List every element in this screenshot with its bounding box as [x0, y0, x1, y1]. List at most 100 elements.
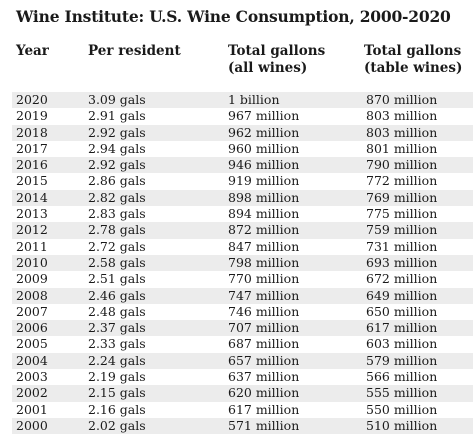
- cell-total-all-wines: 1 billion: [228, 92, 280, 107]
- table-row: 2017 2.94 gals 960 million 801 million: [12, 141, 473, 157]
- cell-year: 2002: [16, 385, 48, 401]
- cell-total-all-wines: 894 million: [228, 206, 300, 222]
- cell-year: 2012: [16, 222, 48, 238]
- cell-total-table-wines: 649 million: [366, 287, 438, 303]
- cell-per-resident: 2.33 gals: [88, 336, 146, 352]
- cell-total-table-wines: 790 million: [366, 157, 438, 173]
- cell-per-resident: 2.78 gals: [88, 222, 146, 238]
- cell-total-all-wines: 960 million: [228, 140, 300, 156]
- consumption-table: 2020 3.09 gals 1 billion 870 million 2019 2.9…: [12, 92, 473, 435]
- cell-total-table-wines: 672 million: [366, 271, 438, 287]
- table-row: 2013 2.83 gals 894 million 775 million: [12, 206, 473, 222]
- cell-per-resident: 2.37 gals: [88, 320, 146, 336]
- cell-total-table-wines: 759 million: [366, 222, 438, 238]
- cell-year: 2016: [16, 157, 48, 173]
- cell-total-all-wines: 747 million: [228, 287, 300, 303]
- cell-total-table-wines: 772 million: [366, 173, 438, 189]
- cell-year: 2003: [16, 369, 48, 385]
- table-row: 2012 2.78 gals 872 million 759 million: [12, 222, 473, 239]
- header-year: Year: [16, 43, 49, 59]
- table-row: 2000 2.02 gals 571 million 510 million: [12, 417, 473, 435]
- cell-total-table-wines: 650 million: [366, 303, 438, 319]
- cell-total-all-wines: 962 million: [228, 124, 300, 140]
- table-row: 2011 2.72 gals 847 million 731 million: [12, 239, 473, 255]
- table-row: 2002 2.15 gals 620 million 555 million: [12, 385, 473, 402]
- cell-per-resident: 2.91 gals: [88, 108, 146, 124]
- header-total-table-wines: Total gallons (table wines): [364, 43, 462, 77]
- table-row: 2006 2.37 gals 707 million 617 million: [12, 320, 473, 337]
- cell-total-table-wines: 731 million: [366, 238, 438, 254]
- table-row: 2020 3.09 gals 1 billion 870 million: [12, 92, 473, 109]
- table-row: 2008 2.46 gals 747 million 649 million: [12, 287, 473, 304]
- cell-total-all-wines: 919 million: [228, 173, 300, 189]
- cell-total-all-wines: 746 million: [228, 303, 300, 319]
- cell-total-all-wines: 687 million: [228, 336, 300, 352]
- cell-year: 2018: [16, 124, 48, 140]
- cell-total-all-wines: 620 million: [228, 385, 300, 401]
- cell-year: 2020: [16, 92, 48, 107]
- cell-per-resident: 2.48 gals: [88, 303, 146, 319]
- cell-year: 2006: [16, 320, 48, 336]
- cell-per-resident: 2.02 gals: [88, 417, 146, 433]
- cell-total-table-wines: 579 million: [366, 352, 438, 368]
- cell-year: 2011: [16, 238, 48, 254]
- cell-per-resident: 2.83 gals: [88, 206, 146, 222]
- cell-total-all-wines: 657 million: [228, 352, 300, 368]
- cell-total-table-wines: 769 million: [366, 189, 438, 205]
- cell-per-resident: 2.94 gals: [88, 140, 146, 156]
- cell-per-resident: 2.82 gals: [88, 189, 146, 205]
- cell-total-table-wines: 775 million: [366, 206, 438, 222]
- header-total-table-line2: (table wines): [364, 60, 463, 76]
- cell-per-resident: 2.16 gals: [88, 401, 146, 417]
- table-row: 2014 2.82 gals 898 million 769 million: [12, 189, 473, 207]
- cell-total-table-wines: 803 million: [366, 108, 438, 124]
- cell-year: 2009: [16, 271, 48, 287]
- cell-total-table-wines: 803 million: [366, 124, 438, 140]
- cell-year: 2013: [16, 206, 48, 222]
- table-row: 2016 2.92 gals 946 million 790 million: [12, 157, 473, 174]
- cell-total-all-wines: 967 million: [228, 108, 300, 124]
- cell-year: 2015: [16, 173, 48, 189]
- cell-year: 2019: [16, 108, 48, 124]
- cell-total-table-wines: 550 million: [366, 401, 438, 417]
- cell-per-resident: 2.92 gals: [88, 157, 146, 173]
- cell-total-all-wines: 571 million: [228, 417, 300, 433]
- table-row: 2018 2.92 gals 962 million 803 million: [12, 124, 473, 141]
- cell-per-resident: 2.86 gals: [88, 173, 146, 189]
- cell-per-resident: 2.51 gals: [88, 271, 146, 287]
- header-total-table-line1: Total gallons: [364, 43, 462, 59]
- table-row: 2015 2.86 gals 919 million 772 million: [12, 173, 473, 189]
- cell-total-all-wines: 637 million: [228, 369, 300, 385]
- cell-total-table-wines: 510 million: [366, 417, 438, 433]
- header-total-all-line1: Total gallons: [228, 43, 326, 59]
- cell-year: 2010: [16, 254, 48, 270]
- table-row: 2007 2.48 gals 746 million 650 million: [12, 304, 473, 320]
- table-row: 2005 2.33 gals 687 million 603 million: [12, 336, 473, 352]
- cell-total-all-wines: 872 million: [228, 222, 300, 238]
- cell-year: 2000: [16, 417, 48, 433]
- cell-per-resident: 2.19 gals: [88, 369, 146, 385]
- cell-total-all-wines: 617 million: [228, 401, 300, 417]
- table-row: 2001 2.16 gals 617 million 550 million: [12, 402, 473, 418]
- cell-per-resident: 2.58 gals: [88, 254, 146, 270]
- cell-per-resident: 2.46 gals: [88, 287, 146, 303]
- cell-per-resident: 2.24 gals: [88, 352, 146, 368]
- table-row: 2009 2.51 gals 770 million 672 million: [12, 271, 473, 287]
- cell-year: 2014: [16, 189, 48, 205]
- cell-total-all-wines: 898 million: [228, 189, 300, 205]
- cell-year: 2017: [16, 140, 48, 156]
- cell-year: 2005: [16, 336, 48, 352]
- header-total-all-line2: (all wines): [228, 60, 308, 76]
- cell-total-all-wines: 798 million: [228, 254, 300, 270]
- table-row: 2019 2.91 gals 967 million 803 million: [12, 108, 473, 124]
- header-total-all-wines: Total gallons (all wines): [228, 43, 325, 77]
- cell-year: 2001: [16, 401, 48, 417]
- cell-total-table-wines: 603 million: [366, 336, 438, 352]
- cell-total-table-wines: 693 million: [366, 254, 438, 270]
- cell-per-resident: 2.92 gals: [88, 124, 146, 140]
- table-row: 2010 2.58 gals 798 million 693 million: [12, 254, 473, 272]
- cell-year: 2007: [16, 303, 48, 319]
- page-title: Wine Institute: U.S. Wine Consumption, 2…: [16, 7, 451, 26]
- cell-total-table-wines: 617 million: [366, 320, 438, 336]
- cell-year: 2008: [16, 287, 48, 303]
